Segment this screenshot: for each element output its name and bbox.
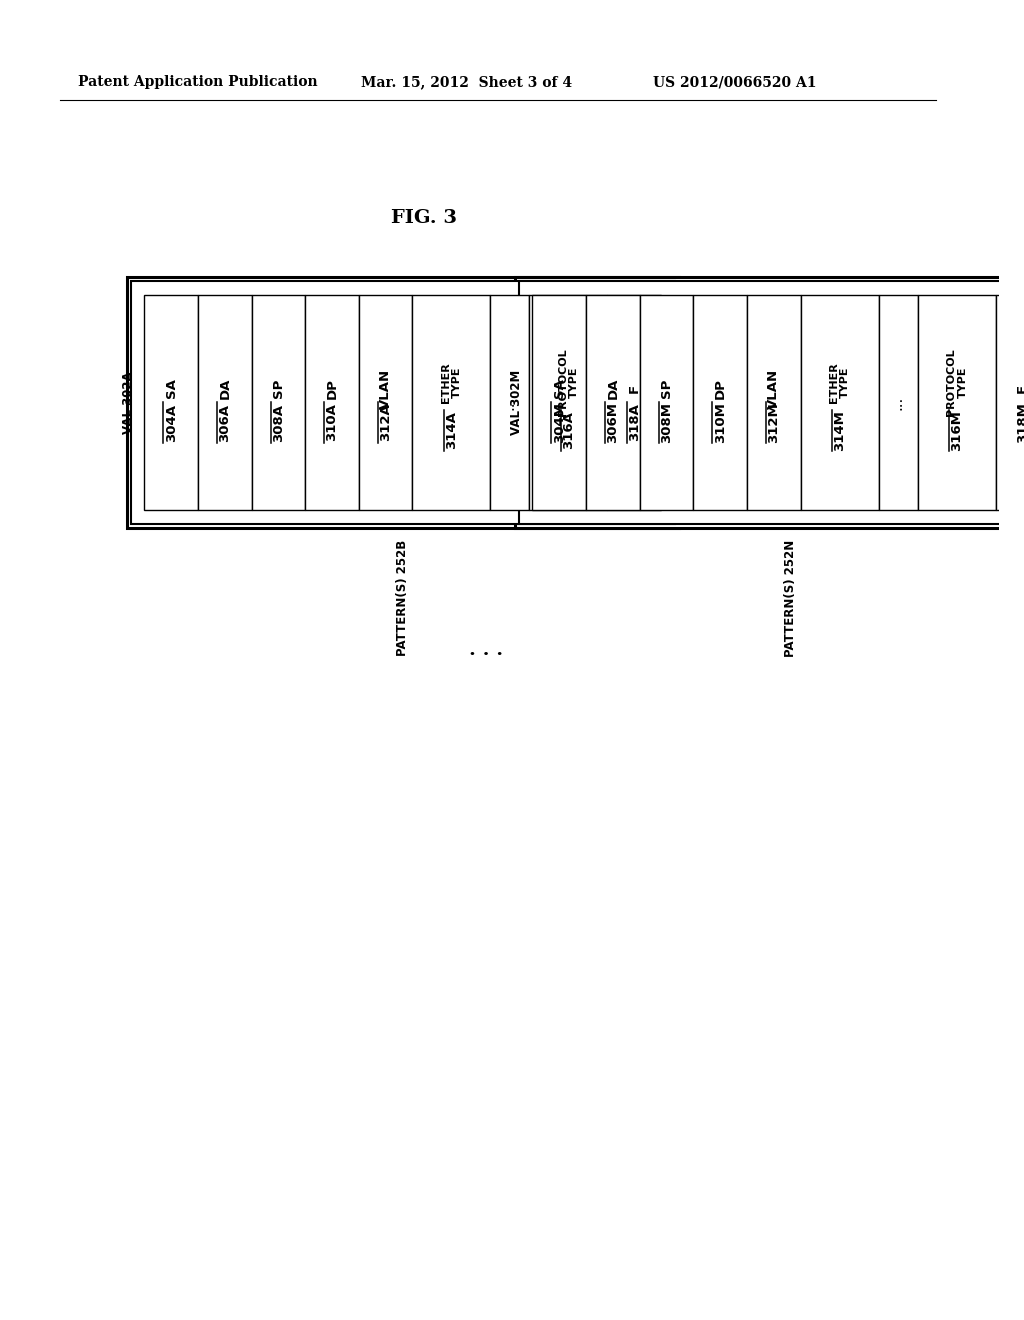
Text: 312M: 312M [767,403,780,444]
Bar [358,294,413,510]
Bar [515,277,1024,528]
Bar [519,281,1024,524]
Text: 304M: 304M [553,403,565,444]
Text: 304A: 304A [165,404,177,441]
Text: US 2012/0066520 A1: US 2012/0066520 A1 [653,75,817,88]
Bar [607,294,662,510]
Text: 306A: 306A [218,404,231,441]
Text: PROTOCOL
TYPE: PROTOCOL TYPE [946,348,968,416]
Text: 316A: 316A [562,412,575,449]
Text: 310A: 310A [326,404,339,441]
Text: VLAN: VLAN [767,368,780,409]
Text: 312A: 312A [379,404,392,441]
Text: DA: DA [606,378,620,399]
Bar [693,294,746,510]
Text: ...: ... [503,396,517,409]
Text: VAL 302A: VAL 302A [122,371,135,434]
Text: FIG. 3: FIG. 3 [391,209,457,227]
Bar [144,294,198,510]
Text: ...: ... [891,396,905,409]
Text: ETHER
TYPE: ETHER TYPE [440,362,462,403]
Text: VLAN: VLAN [379,368,392,409]
Text: . . .: . . . [469,642,503,659]
Text: DP: DP [326,378,339,399]
Text: 308A: 308A [272,404,285,441]
Text: 308M: 308M [660,403,673,444]
Text: SA: SA [553,379,565,399]
Text: PROTOCOL
TYPE: PROTOCOL TYPE [558,348,580,416]
Text: 306M: 306M [606,403,620,444]
Text: SA: SA [165,379,177,399]
Bar [918,294,995,510]
Text: DP: DP [714,378,727,399]
Bar [198,294,252,510]
Text: Patent Application Publication: Patent Application Publication [78,75,317,88]
Text: VAL 302M: VAL 302M [510,370,523,436]
Text: 314A: 314A [445,412,458,449]
Bar [532,294,586,510]
Text: Mar. 15, 2012  Sheet 3 of 4: Mar. 15, 2012 Sheet 3 of 4 [360,75,572,88]
Text: PATTERN(S) 252B: PATTERN(S) 252B [396,540,410,656]
Bar [995,294,1024,510]
Bar [529,294,607,510]
Bar [305,294,358,510]
Bar [879,294,918,510]
Text: F: F [1016,384,1024,393]
Bar [127,277,679,528]
Text: 318M: 318M [1016,403,1024,444]
Bar [586,294,640,510]
Text: DA: DA [218,378,231,399]
Bar [746,294,801,510]
Bar [490,294,529,510]
Bar [640,294,693,510]
Text: 310M: 310M [714,403,727,444]
Text: ETHER
TYPE: ETHER TYPE [828,362,850,403]
Bar [252,294,305,510]
Bar [131,281,675,524]
Text: 318A: 318A [628,404,641,441]
Bar [801,294,879,510]
Text: F: F [628,384,641,393]
Text: SP: SP [660,379,673,399]
Text: 314M: 314M [834,411,846,451]
Text: SP: SP [272,379,285,399]
Bar [413,294,490,510]
Text: 316M: 316M [950,411,964,451]
Text: PATTERN(S) 252N: PATTERN(S) 252N [784,540,798,657]
